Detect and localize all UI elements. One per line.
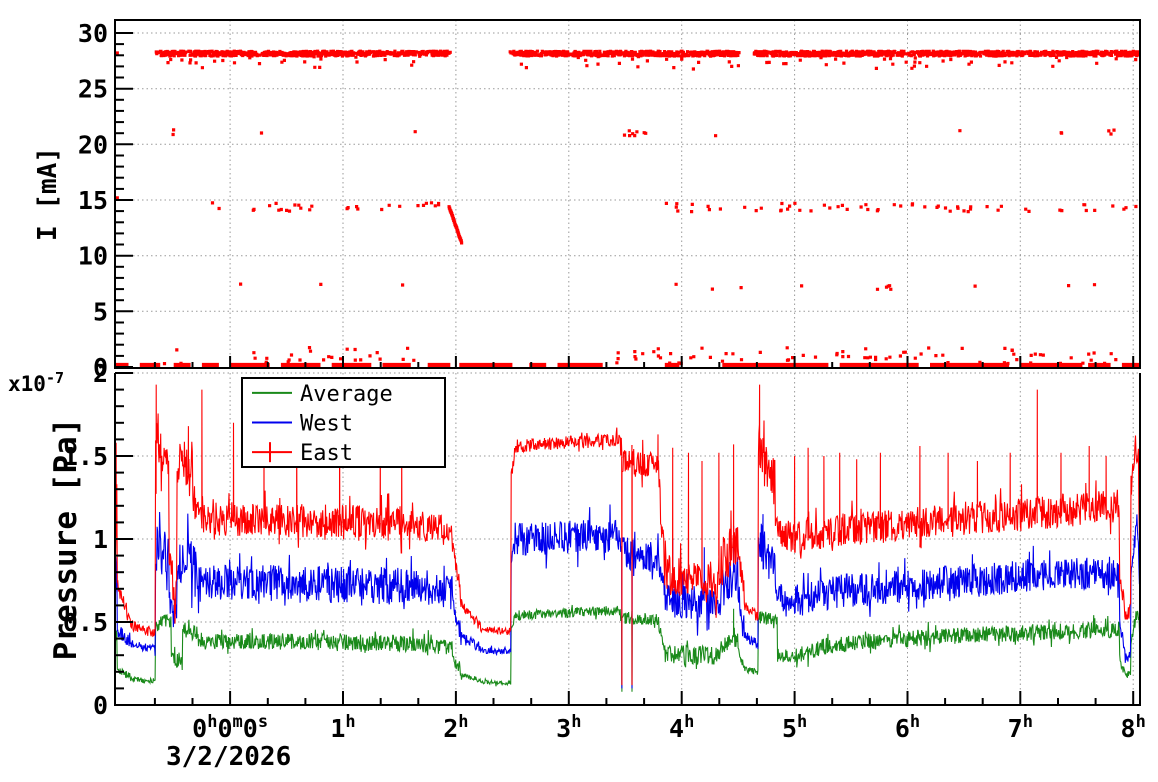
x-tick-label: 3h: [556, 712, 581, 743]
x-tick-label: 5h: [782, 712, 807, 743]
pressure-y-tick-label: 2: [93, 359, 108, 388]
legend-entry-label: West: [300, 412, 353, 437]
x-tick-label: 1h: [330, 712, 355, 743]
current-y-tick-label: 30: [78, 19, 108, 48]
current-y-tick-label: 0: [93, 353, 108, 382]
date-label: 3/2/2026: [166, 742, 292, 772]
x-tick-label: 8h: [1121, 712, 1146, 743]
pressure-y-tick-label: 1.5: [63, 442, 108, 471]
current-y-tick-label: 20: [78, 130, 108, 159]
x-tick-label: 0h0m0s: [192, 712, 268, 743]
pressure-axis-title: Pressure [Pa]: [48, 418, 84, 661]
x-tick-label: 7h: [1008, 712, 1033, 743]
legend: Average West East: [241, 377, 446, 468]
x-tick-label: 2h: [443, 712, 468, 743]
current-y-tick-label: 15: [78, 186, 108, 215]
pressure-y-tick-label: 1: [93, 525, 108, 554]
x-tick-label: 6h: [895, 712, 920, 743]
legend-entry-label: East: [300, 441, 353, 466]
pressure-series-east: [114, 384, 1140, 686]
tick-labels: 0 5 10 15 20 25 30 0 0.5 1 1.5 2 0h0m0s 1h 2h 3h 4h 5h 6h 7…: [8, 19, 1146, 743]
current-scatter-points: [115, 49, 1141, 366]
pressure-series-average: [114, 604, 1141, 692]
legend-entry-label: Average: [300, 382, 393, 407]
x-tick-label: 4h: [669, 712, 694, 743]
current-axis-title: I [mA]: [33, 147, 63, 241]
current-y-tick-label: 10: [78, 242, 108, 271]
pressure-y-tick-label: 0: [93, 691, 108, 720]
axis-ticks: [115, 32, 1135, 706]
current-y-tick-label: 25: [78, 75, 108, 104]
pressure-scale-label: x10-7: [8, 369, 64, 396]
current-y-tick-label: 5: [93, 297, 108, 326]
current-panel-frame: [114, 19, 1141, 369]
pressure-y-tick-label: 0.5: [63, 608, 108, 637]
